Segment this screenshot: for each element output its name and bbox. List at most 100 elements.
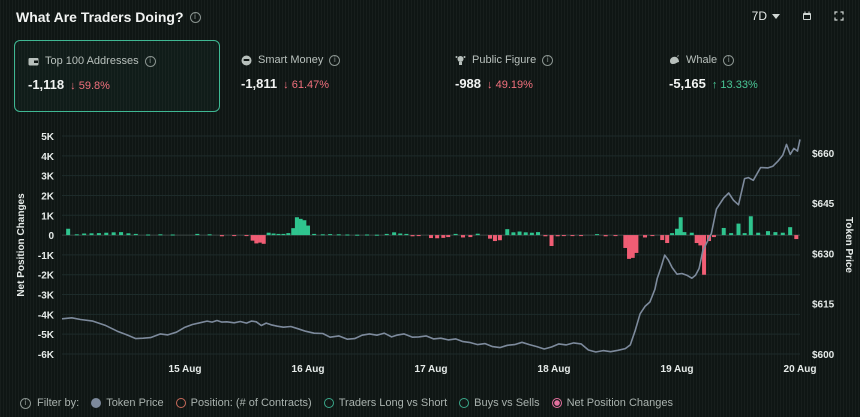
net-position-bar — [711, 235, 716, 238]
net-position-bar — [698, 235, 703, 246]
info-icon[interactable]: i — [723, 54, 735, 66]
net-position-bar — [650, 235, 655, 237]
right-tick-label: $645 — [812, 199, 835, 210]
net-position-bar — [404, 233, 409, 236]
card-label: Smart Money — [258, 54, 324, 66]
net-position-bar — [453, 233, 458, 236]
legend-buys-sells[interactable]: Buys vs Sells — [459, 397, 540, 409]
info-icon[interactable]: i — [329, 54, 341, 66]
left-tick-label: 0 — [48, 231, 54, 242]
right-tick-label: $600 — [812, 350, 835, 361]
x-tick-label: 18 Aug — [538, 364, 571, 375]
net-position-bar — [497, 235, 502, 241]
left-tick-label: 2K — [41, 191, 55, 202]
net-position-bar — [788, 227, 793, 236]
net-position-bar — [441, 235, 446, 238]
legend-position-contracts[interactable]: Position: (# of Contracts) — [175, 397, 312, 409]
right-tick-label: $660 — [812, 149, 835, 160]
card-label: Whale — [686, 54, 718, 66]
net-position-bar — [232, 235, 237, 237]
net-position-bar — [271, 233, 276, 236]
net-position-bar — [126, 233, 131, 236]
period-selector[interactable]: 7D — [752, 9, 780, 23]
net-position-bar — [766, 231, 771, 236]
net-position-bar — [281, 233, 286, 236]
net-position-bar — [355, 234, 360, 236]
net-position-bar — [158, 234, 163, 236]
legend-label: Position: (# of Contracts) — [190, 397, 312, 409]
net-position-bar — [689, 232, 694, 236]
net-position-bar — [721, 227, 726, 236]
net-position-bar — [398, 233, 403, 236]
net-position-bar — [96, 233, 101, 236]
card-top-100-addresses[interactable]: Top 100 Addresses i -1,118 ↓ 59.8% — [14, 40, 220, 112]
header: What Are Traders Doing? i — [16, 8, 201, 26]
net-position-bar — [570, 235, 575, 237]
net-position-bar — [89, 233, 94, 236]
filter-label: Filter by: — [37, 397, 80, 409]
left-axis-title: Net Position Changes — [16, 193, 27, 297]
card-change: ↑ 13.33% — [711, 79, 758, 91]
left-tick-label: -1K — [38, 251, 55, 262]
x-tick-label: 17 Aug — [415, 364, 448, 375]
net-position-bar — [623, 235, 628, 248]
net-position-bar — [320, 234, 325, 236]
legend-token-price[interactable]: Token Price — [91, 397, 164, 409]
net-position-bar — [595, 234, 600, 236]
net-position-bar — [694, 235, 699, 244]
card-public-figure[interactable]: Public Figure i -988 ↓ 49.19% — [442, 40, 648, 112]
net-position-bar — [529, 232, 534, 236]
smart-money-icon — [241, 55, 252, 65]
long-short-marker — [323, 398, 334, 408]
card-change: ↓ 61.47% — [283, 79, 330, 91]
card-change: ↓ 59.8% — [70, 80, 110, 92]
net-position-bar — [505, 229, 510, 236]
left-tick-label: -6K — [38, 350, 55, 361]
net-position-bar — [392, 232, 397, 236]
calendar-icon[interactable] — [802, 11, 812, 21]
chart-legend: i Filter by: Token Price Position: (# of… — [20, 397, 685, 409]
info-icon[interactable]: i — [144, 55, 156, 67]
expand-icon[interactable] — [834, 11, 844, 21]
net-position-bar — [665, 235, 670, 244]
x-tick-label: 16 Aug — [292, 364, 325, 375]
net-position-bar — [276, 233, 281, 236]
net-position-bar — [207, 234, 212, 236]
net-position-bar — [702, 235, 707, 275]
net-position-bar — [306, 225, 310, 236]
net-position-bar — [561, 235, 566, 237]
info-icon[interactable]: i — [542, 54, 554, 66]
legend-label: Token Price — [106, 397, 164, 409]
left-tick-label: -4K — [38, 310, 55, 321]
trader-cards: Top 100 Addresses i -1,118 ↓ 59.8% Smart… — [14, 40, 844, 112]
card-smart-money[interactable]: Smart Money i -1,811 ↓ 61.47% — [228, 40, 434, 112]
card-whale[interactable]: Whale i -5,165 ↑ 13.33% — [656, 40, 860, 112]
net-position-bar — [511, 232, 516, 236]
info-icon[interactable]: i — [189, 11, 201, 23]
net-position-bar — [603, 235, 608, 237]
net-position-bar — [460, 235, 465, 238]
left-tick-label: -3K — [38, 291, 55, 302]
net-position-bar — [488, 235, 493, 239]
net-position-bar — [742, 233, 747, 236]
chevron-down-icon — [772, 13, 780, 19]
legend-net-position-changes[interactable]: Net Position Changes — [551, 397, 673, 409]
net-position-bar — [555, 235, 560, 237]
net-position-bar — [736, 223, 741, 236]
legend-traders-long-short[interactable]: Traders Long vs Short — [323, 397, 448, 409]
net-position-bar — [336, 234, 341, 236]
net-position-bar — [244, 235, 249, 237]
right-tick-label: $630 — [812, 249, 835, 260]
net-position-bar — [119, 232, 124, 236]
net-position-bar — [219, 235, 224, 237]
net-position-bar — [756, 232, 761, 236]
net-position-bar — [170, 234, 175, 236]
page-title: What Are Traders Doing? — [16, 9, 184, 25]
net-position-bar — [328, 234, 333, 236]
net-position-bar — [82, 233, 87, 236]
x-tick-label: 20 Aug — [784, 364, 817, 375]
legend-label: Traders Long vs Short — [338, 397, 448, 409]
left-tick-label: 4K — [41, 152, 55, 163]
net-position-bar — [384, 233, 389, 236]
net-position-bar — [543, 235, 548, 237]
